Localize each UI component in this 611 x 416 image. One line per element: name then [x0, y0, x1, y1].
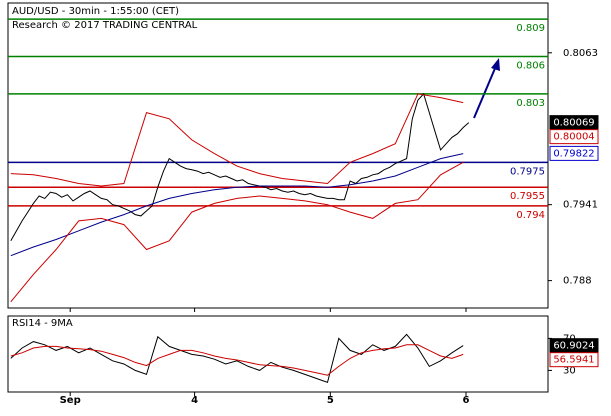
- price-marker-label: 0.80004: [553, 132, 594, 143]
- level-label: 0.7975: [510, 166, 545, 177]
- chart-title: AUD/USD - 30min - 1:55:00 (CET): [12, 6, 179, 17]
- rsi-title: RSI14 - 9MA: [12, 318, 73, 329]
- y-tick-label: 30: [563, 365, 576, 376]
- x-tick-label: Sep: [60, 395, 81, 406]
- y-tick-label: 0.7941: [563, 200, 598, 211]
- price-marker: [549, 352, 599, 368]
- x-tick-label: 6: [463, 395, 470, 406]
- price-marker-label: 0.79822: [553, 148, 594, 159]
- series-line: [10, 153, 464, 257]
- series-line: [10, 333, 464, 384]
- series-line: [10, 92, 470, 242]
- y-tick-label: 0.788: [563, 276, 592, 287]
- x-tick-label: 4: [191, 395, 198, 406]
- price-marker-label: 0.80069: [553, 118, 594, 129]
- series-line: [10, 344, 464, 376]
- rsi-panel: [7, 315, 549, 393]
- chart-subtitle: Research © 2017 TRADING CENTRAL: [12, 20, 198, 31]
- level-label: 0.803: [516, 98, 545, 109]
- level-label: 0.809: [516, 23, 545, 34]
- level-label: 0.806: [516, 61, 545, 72]
- price-marker: [549, 129, 599, 145]
- level-label: 0.7955: [510, 191, 545, 202]
- series-line: [10, 161, 464, 303]
- price-marker-label: 60.9024: [553, 341, 594, 352]
- price-panel: [7, 2, 549, 309]
- y-tick-label: 0.8063: [563, 48, 598, 59]
- price-marker-label: 56.5941: [553, 355, 594, 366]
- series-line: [10, 93, 464, 187]
- x-tick-label: 5: [327, 395, 334, 406]
- forecast-arrow: [473, 58, 500, 119]
- level-label: 0.794: [516, 210, 545, 221]
- price-marker: [549, 145, 599, 161]
